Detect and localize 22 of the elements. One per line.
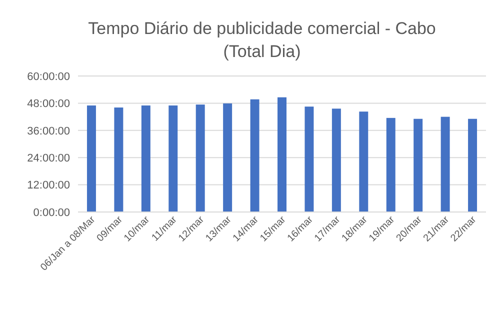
bar [278,97,286,212]
bar [332,108,341,212]
bar [168,105,178,212]
chart-title: Tempo Diário de publicidade comercial - Cabo (Total Dia) [88,19,436,61]
bar [250,99,260,212]
y-tick-label: 60:00:00 [27,70,70,83]
bar [386,118,396,212]
bar [414,118,423,212]
bar [440,116,450,212]
y-tick-label: 24:00:00 [27,152,70,164]
bar [141,105,150,212]
y-tick-label: 12:00:00 [27,180,70,192]
bar [359,112,368,212]
bar [114,108,124,212]
bar [86,105,96,212]
y-tick-label: 0:00:00 [33,206,70,219]
bar [223,103,232,212]
y-tick-label: 36:00:00 [27,125,70,138]
bar [468,118,478,212]
y-tick-label: 48:00:00 [27,98,70,110]
bar [304,106,314,212]
bar [196,104,205,212]
